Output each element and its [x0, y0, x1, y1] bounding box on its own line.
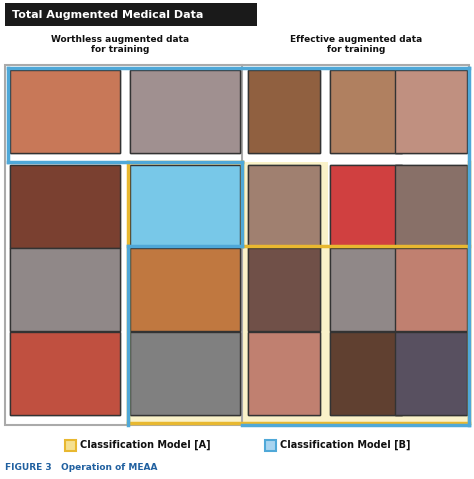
- Text: FIGURE 3   Operation of MEAA: FIGURE 3 Operation of MEAA: [5, 464, 157, 472]
- Bar: [130, 70, 240, 153]
- Bar: [130, 70, 240, 153]
- Bar: [10, 332, 120, 415]
- Bar: [330, 248, 402, 331]
- Bar: [330, 70, 402, 153]
- Bar: [328, 162, 469, 247]
- Bar: [10, 70, 120, 153]
- Bar: [248, 70, 320, 153]
- Bar: [330, 332, 402, 415]
- Bar: [395, 165, 467, 248]
- Text: Classification Model [A]: Classification Model [A]: [80, 440, 210, 450]
- Bar: [330, 332, 402, 415]
- Bar: [10, 248, 120, 331]
- Text: Worthless augmented data
for training: Worthless augmented data for training: [51, 35, 189, 55]
- Bar: [65, 440, 76, 451]
- Bar: [5, 65, 469, 425]
- Bar: [330, 165, 402, 248]
- Bar: [10, 165, 120, 248]
- Bar: [248, 248, 320, 331]
- Bar: [130, 165, 240, 248]
- Bar: [130, 332, 240, 415]
- Bar: [248, 332, 320, 415]
- Bar: [248, 70, 320, 153]
- Bar: [10, 165, 120, 248]
- Bar: [395, 248, 467, 331]
- Bar: [10, 332, 120, 415]
- Text: Effective augmented data
for training: Effective augmented data for training: [290, 35, 422, 55]
- Bar: [330, 70, 402, 153]
- Bar: [395, 248, 467, 331]
- Text: Total Augmented Medical Data: Total Augmented Medical Data: [12, 10, 203, 20]
- Bar: [395, 70, 467, 153]
- Bar: [5, 3, 257, 26]
- Bar: [248, 165, 320, 248]
- Bar: [130, 332, 240, 415]
- Bar: [395, 332, 467, 415]
- Bar: [395, 332, 467, 415]
- Text: Classification Model [B]: Classification Model [B]: [280, 440, 410, 450]
- Bar: [128, 162, 469, 423]
- Bar: [130, 165, 240, 248]
- Bar: [10, 248, 120, 331]
- Bar: [330, 248, 402, 331]
- Bar: [248, 248, 320, 331]
- Bar: [248, 165, 320, 248]
- Bar: [265, 440, 276, 451]
- Bar: [10, 70, 120, 153]
- Bar: [248, 332, 320, 415]
- Bar: [395, 165, 467, 248]
- Bar: [330, 165, 402, 248]
- Bar: [130, 248, 240, 331]
- Bar: [395, 70, 467, 153]
- Bar: [130, 248, 240, 331]
